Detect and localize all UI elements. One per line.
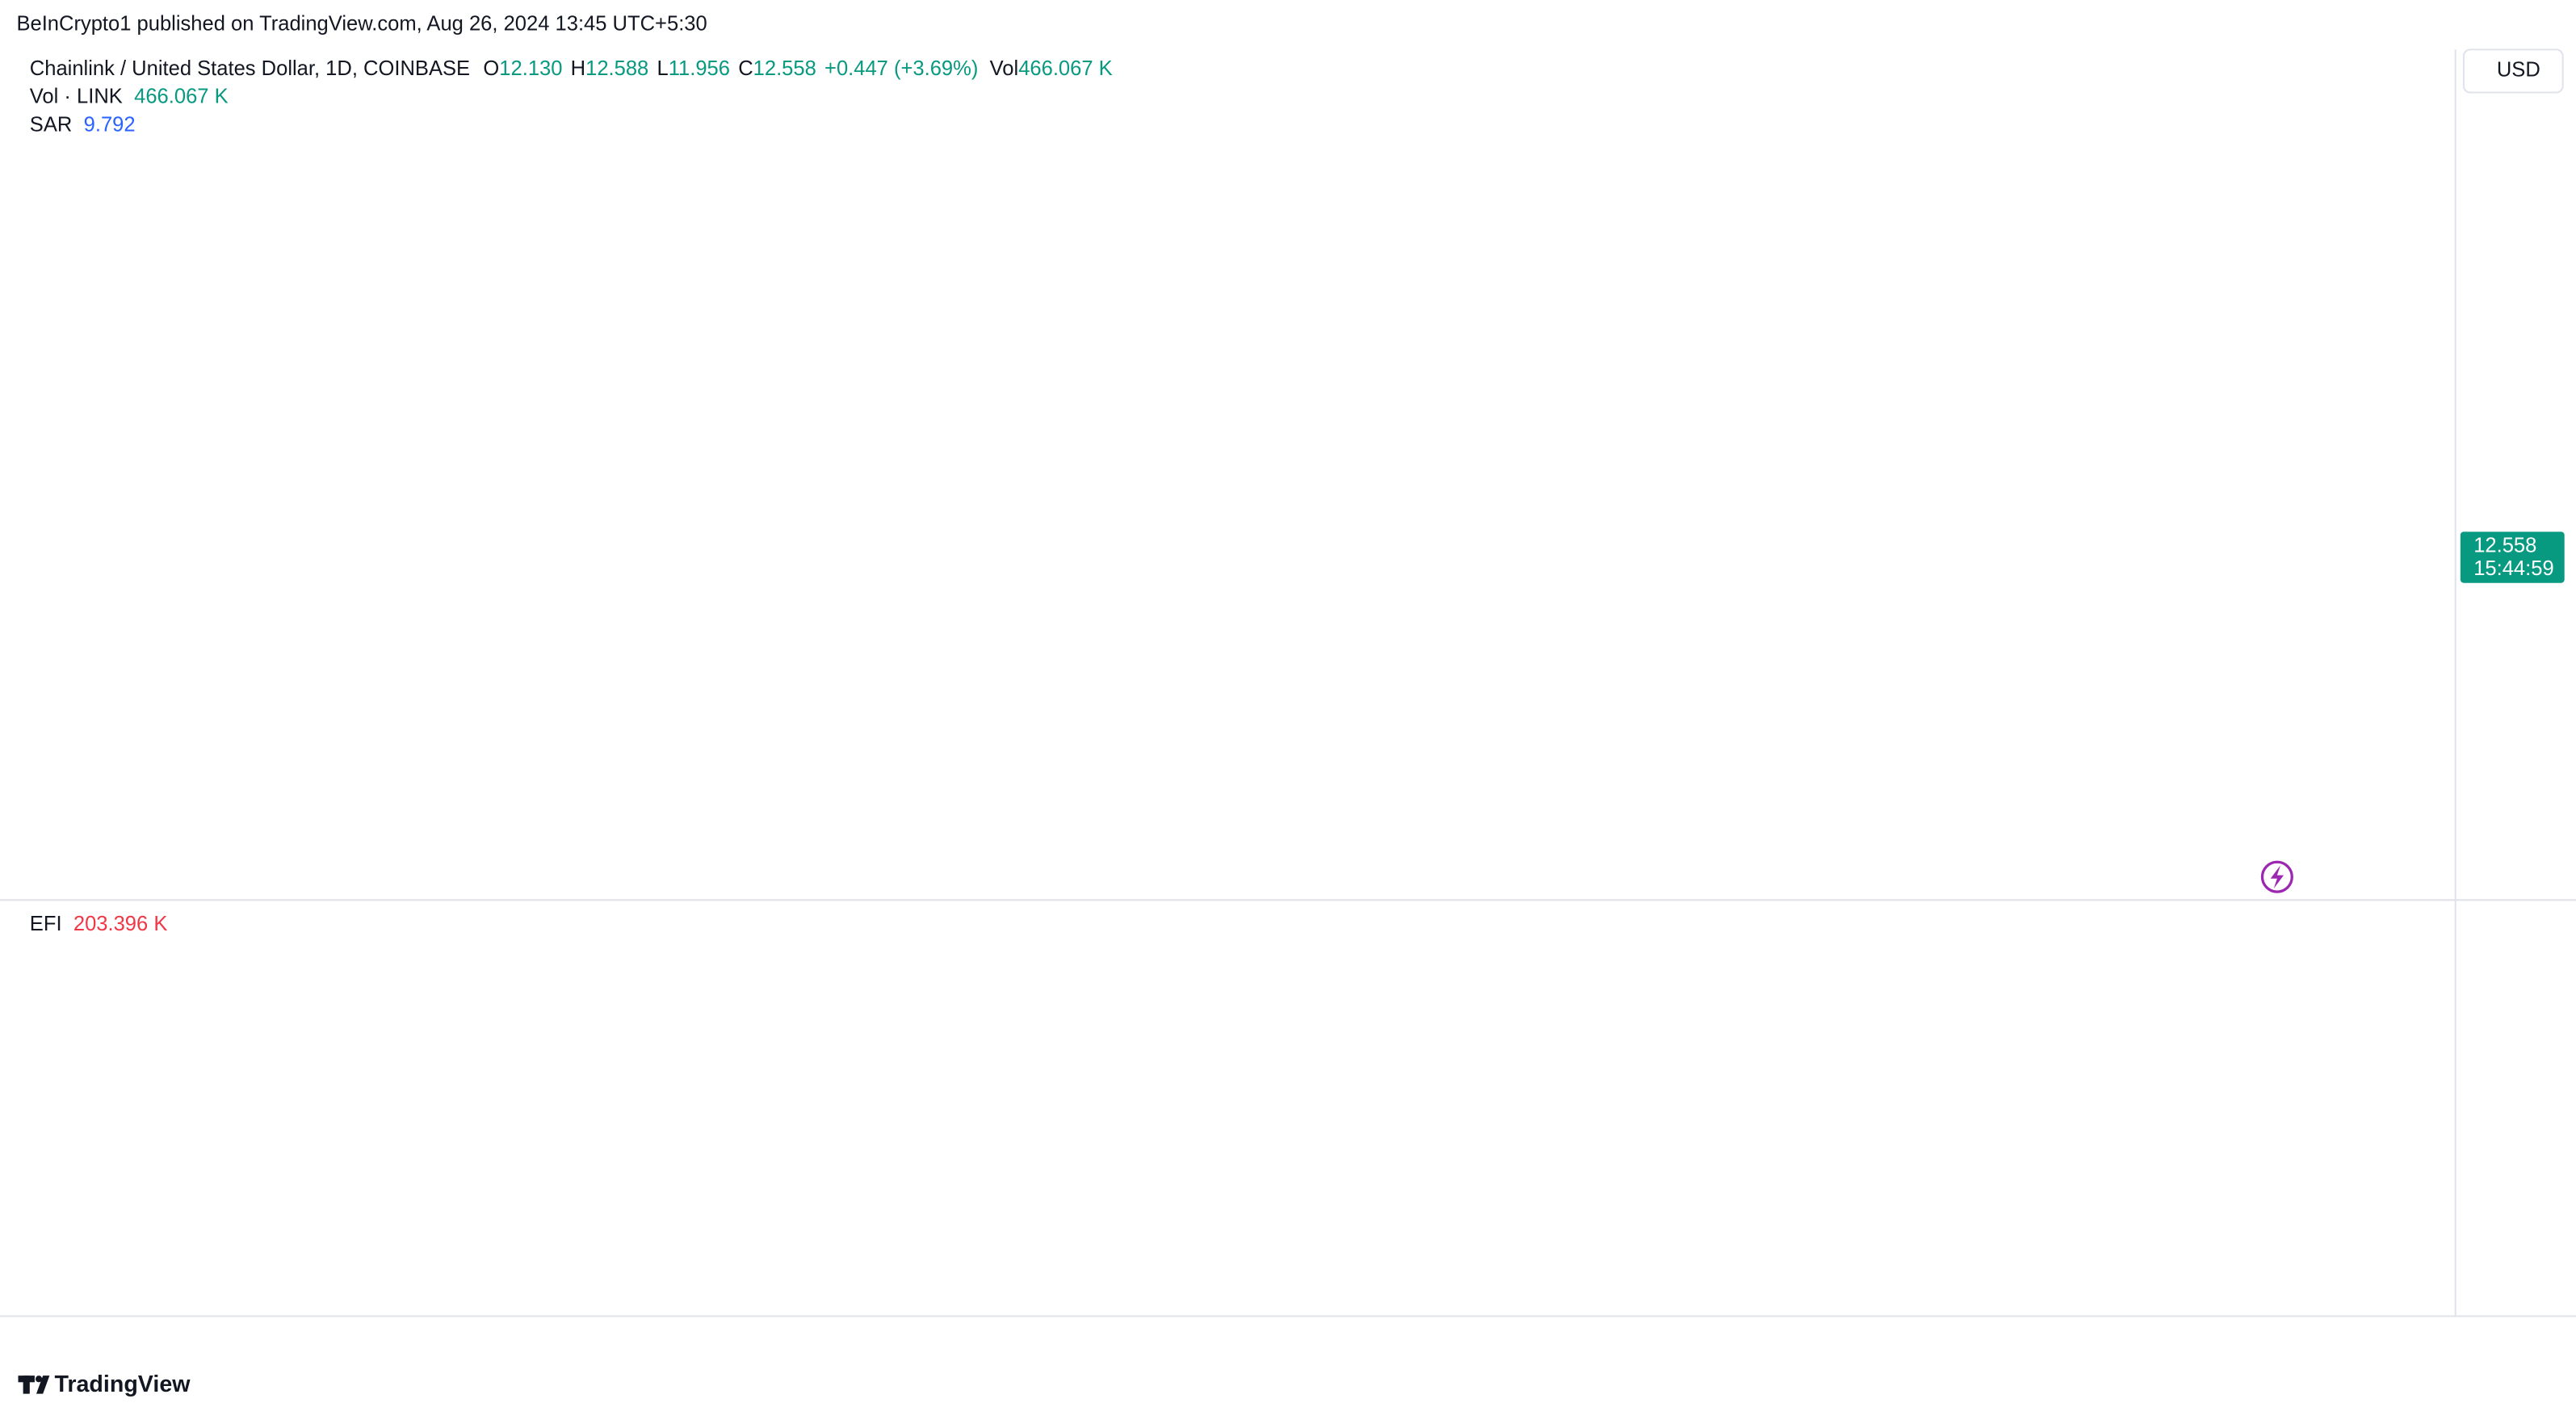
legend-value: 12.558 [753,57,816,80]
sar-name: SAR [30,113,73,136]
legend-change: +0.447 (+3.69%) [824,57,978,80]
volume-name: Vol · LINK [30,85,123,107]
legend-key: H [571,57,585,80]
header: BeInCrypto1 published on TradingView.com… [16,12,707,35]
legend-key: C [738,57,753,80]
legend-value: 466.067 K [1018,57,1112,80]
currency[interactable]: USD [2497,59,2540,82]
legend-key: Vol [990,57,1019,80]
legend: Chainlink / United States Dollar, 1D, CO… [30,57,1113,80]
legend-key: L [657,57,669,80]
legend-value: 12.130 [499,57,562,80]
efi-value: 203.396 K [73,913,167,935]
sar-legend: SAR 9.792 [30,113,136,136]
price-tag-value: 12.558 [2473,535,2536,557]
legend-key: O [483,57,499,80]
price-tag-countdown: 15:44:59 [2473,557,2553,580]
volume-legend: Vol · LINK 466.067 K [30,85,229,107]
legend-value: 11.956 [669,57,730,80]
symbol: Chainlink / United States Dollar, 1D, CO… [30,57,470,80]
efi-name: EFI [30,913,62,935]
event-icon-bolt [2270,865,2284,888]
currency-button[interactable] [2462,48,2564,94]
sar-value: 9.792 [84,113,136,136]
price-tag [2460,531,2565,583]
efi-legend: EFI 203.396 K [30,913,168,935]
volume-value: 466.067 K [134,85,228,107]
footer: TradingView [54,1371,191,1397]
tv-logo [18,1376,50,1394]
legend-value: 12.588 [585,57,648,80]
